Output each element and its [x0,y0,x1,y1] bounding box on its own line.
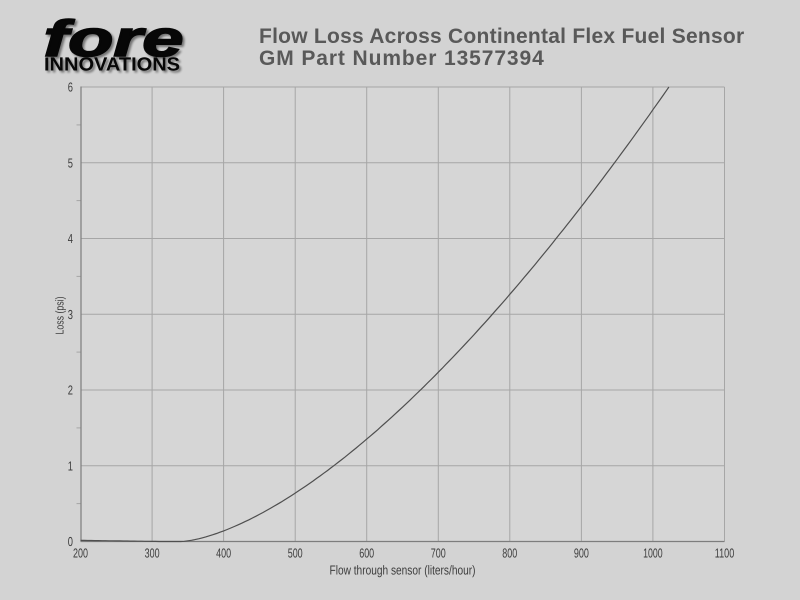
svg-text:INNOVATIONS: INNOVATIONS [44,55,180,76]
svg-text:5: 5 [68,155,73,170]
svg-text:900: 900 [574,546,589,561]
svg-text:6: 6 [68,80,73,95]
svg-text:300: 300 [145,546,160,561]
svg-text:0: 0 [68,534,73,549]
svg-text:fore: fore [44,10,184,67]
svg-text:600: 600 [359,546,374,561]
svg-text:Flow through sensor (liters/ho: Flow through sensor (liters/hour) [330,563,476,578]
svg-text:fore: fore [46,12,186,69]
svg-text:800: 800 [502,546,517,561]
svg-text:Loss (psi): Loss (psi) [55,296,67,334]
svg-text:500: 500 [288,546,303,561]
svg-text:2: 2 [68,383,73,398]
svg-text:1100: 1100 [715,546,735,561]
svg-text:700: 700 [431,546,446,561]
svg-text:4: 4 [68,231,73,246]
svg-text:1000: 1000 [643,546,663,561]
svg-text:1: 1 [68,458,73,473]
svg-text:400: 400 [216,546,231,561]
svg-text:INNOVATIONS: INNOVATIONS [46,57,182,78]
svg-text:200: 200 [73,546,88,561]
svg-text:3: 3 [68,307,73,322]
